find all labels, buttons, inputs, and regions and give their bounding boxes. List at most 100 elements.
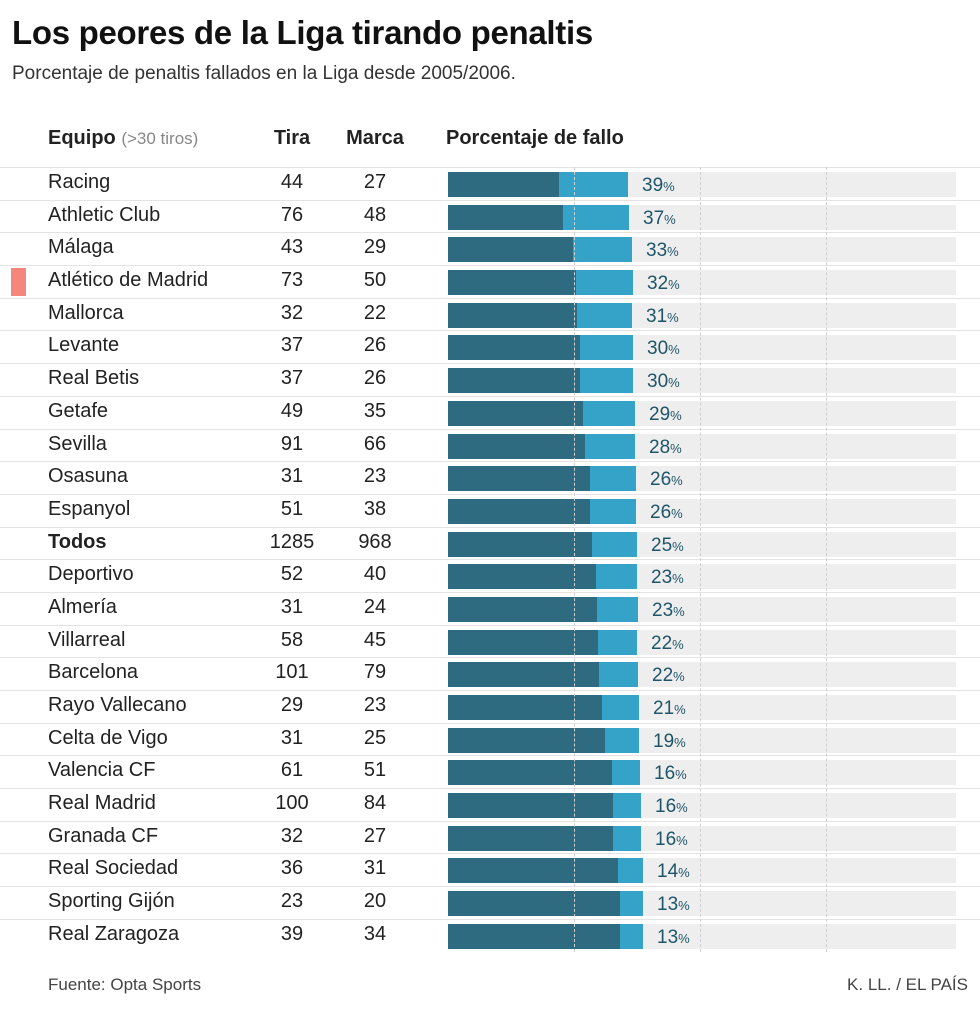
bar-scored: [448, 695, 602, 720]
percentage-value: 25: [651, 534, 673, 556]
percentage-value: 21: [653, 698, 675, 719]
bar-track: 31%: [448, 302, 956, 328]
bar-track: 37%: [448, 204, 956, 230]
team-name: Rayo Vallecano: [48, 694, 187, 716]
shots-taken: 76: [280, 203, 304, 226]
shots-scored: 35: [363, 399, 387, 422]
percentage-sign: %: [672, 636, 684, 652]
column-header-team: Equipo (>30 tiros): [48, 127, 198, 150]
team-name: Barcelona: [48, 661, 139, 684]
bar-missed: [577, 302, 632, 328]
team-name: Racing: [48, 171, 111, 193]
percentage-sign: %: [676, 832, 688, 848]
team-name: Celta de Vigo: [48, 726, 168, 749]
shots-taken: 61: [280, 759, 304, 782]
shots-scored: 40: [363, 563, 387, 586]
team-name: Osasuna: [48, 465, 129, 488]
percentage-sign: %: [667, 309, 679, 325]
bar-scored: [448, 498, 590, 524]
bar-scored: [448, 466, 590, 492]
percentage-sign: %: [672, 538, 684, 554]
percentage-value: 14: [657, 861, 679, 883]
bar-missed: [592, 531, 637, 557]
table-row: Todos 1285 968 25%: [0, 526, 980, 560]
bar-track: 26%: [448, 466, 956, 492]
table-row: Mallorca 32 22 31%: [0, 297, 980, 331]
bar-missed: [598, 629, 637, 655]
shots-taken: 1285: [269, 530, 315, 553]
percentage-label: 16%: [654, 763, 687, 785]
percentage-sign: %: [675, 767, 687, 783]
shots-scored: 23: [363, 694, 387, 716]
percentage-sign: %: [676, 800, 688, 816]
team-name: Real Sociedad: [48, 857, 179, 880]
table-row: Sporting Gijón 23 20 13%: [0, 886, 980, 919]
percentage-label: 32%: [647, 273, 680, 295]
percentage-label: 31%: [646, 306, 679, 328]
shots-taken: 39: [280, 922, 304, 945]
table-row: Real Sociedad 36 31 14%: [0, 853, 980, 886]
chart-table: Racing 44 27 39% Athletic Club 76 48 37% Málaga 4…: [0, 167, 980, 952]
team-name: Espanyol: [48, 497, 131, 520]
bar-missed: [618, 858, 643, 884]
shots-scored: 48: [363, 203, 387, 226]
percentage-label: 14%: [657, 861, 690, 883]
shots-scored: 45: [363, 628, 387, 651]
percentage-label: 21%: [653, 698, 686, 720]
bar-track: 22%: [448, 629, 956, 655]
percentage-sign: %: [678, 930, 690, 946]
bar-track: 25%: [448, 531, 956, 557]
bar-scored: [448, 400, 583, 426]
percentage-sign: %: [673, 669, 685, 685]
team-name: Athletic Club: [48, 203, 161, 226]
source-note: Fuente: Opta Sports: [48, 975, 202, 994]
bar-track: 13%: [448, 891, 956, 917]
team-name: Sporting Gijón: [48, 890, 175, 913]
chart-title: Los peores de la Liga tirando penaltis: [12, 14, 593, 51]
shots-taken: 36: [280, 857, 304, 880]
percentage-sign: %: [671, 473, 683, 489]
percentage-label: 13%: [657, 894, 690, 916]
shots-taken: 37: [280, 334, 304, 357]
bar-scored: [448, 270, 576, 296]
table-row: Real Madrid 100 84 16%: [0, 788, 980, 821]
shots-scored: 27: [363, 824, 387, 847]
percentage-value: 30: [647, 371, 669, 393]
percentage-sign: %: [668, 375, 680, 391]
column-header-team-note: (>30 tiros): [121, 129, 199, 148]
percentage-label: 19%: [653, 731, 686, 753]
shots-scored: 34: [363, 922, 387, 945]
bar-missed: [573, 237, 632, 263]
shots-scored: 50: [363, 269, 387, 292]
bar-track: 16%: [448, 760, 956, 786]
bar-track: 19%: [448, 727, 956, 753]
team-name: Real Zaragoza: [48, 922, 180, 945]
bar-missed: [580, 335, 633, 361]
bar-scored: [448, 727, 605, 753]
bar-scored: [448, 368, 580, 394]
percentage-sign: %: [670, 440, 682, 456]
bar-missed: [590, 466, 636, 492]
team-name: Deportivo: [48, 563, 134, 586]
bar-track: 16%: [448, 825, 956, 851]
percentage-label: 28%: [649, 437, 682, 459]
bar-missed: [590, 498, 636, 524]
bar-scored: [448, 662, 599, 688]
shots-scored: 22: [363, 301, 387, 324]
table-row: Valencia CF 61 51 16%: [0, 755, 980, 788]
bar-scored: [448, 891, 620, 917]
bar-scored: [448, 204, 563, 230]
percentage-sign: %: [667, 244, 679, 260]
shots-taken: 73: [280, 269, 304, 292]
shots-taken: 100: [275, 792, 309, 815]
table-row: Levante 37 26 30%: [0, 330, 980, 363]
bar-scored: [448, 825, 613, 851]
bar-track: 23%: [448, 564, 956, 590]
bar-scored: [448, 531, 592, 557]
bar-scored: [448, 172, 559, 197]
bar-track: 22%: [448, 662, 956, 688]
column-header-team-label: Equipo: [48, 127, 116, 149]
table-row: Deportivo 52 40 23%: [0, 559, 980, 592]
team-name: Villarreal: [48, 628, 126, 651]
shots-taken: 58: [280, 628, 304, 651]
